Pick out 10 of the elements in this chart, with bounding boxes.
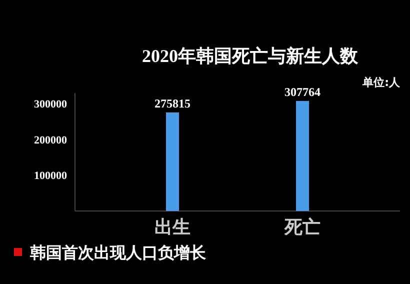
data-label: 275815 bbox=[154, 96, 190, 110]
text: 韩国首次出现人口负增长 bbox=[29, 243, 207, 262]
y-tick-label: 100000 bbox=[34, 170, 68, 182]
x-tick-label: 出生 bbox=[154, 217, 190, 238]
y-tick-label: 300000 bbox=[34, 98, 68, 111]
text: 单位:人 bbox=[362, 76, 401, 89]
chart-title: 2020年韩国死亡与新生人数 bbox=[142, 46, 359, 66]
y-tick-label: 200000 bbox=[34, 134, 68, 146]
data-label: 307764 bbox=[284, 84, 320, 99]
x-tick-label: 死亡 bbox=[284, 217, 320, 238]
